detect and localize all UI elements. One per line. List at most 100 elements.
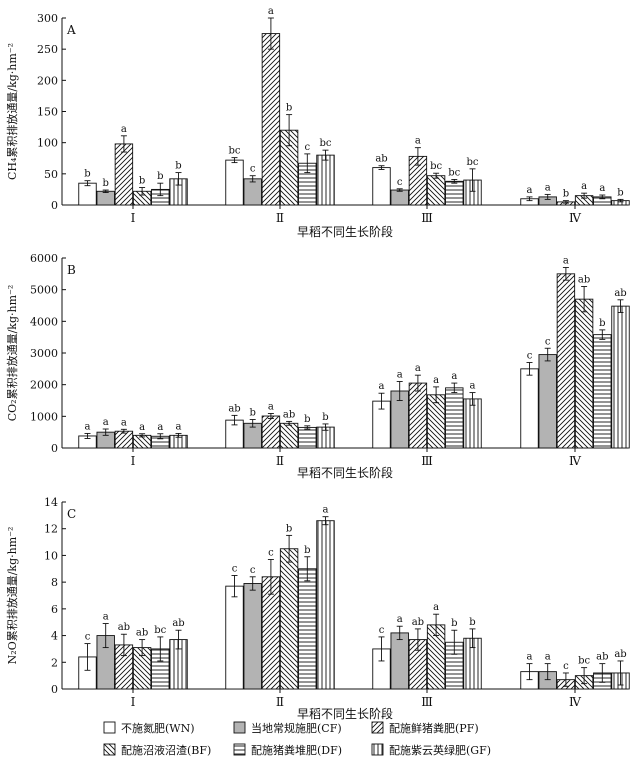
chart-panel-b: 0 1000 2000 3000 4000 5000 6000 B CO₂累积排放通量/kg·h… — [5, 252, 630, 480]
y-tick-label: 0 — [51, 683, 58, 696]
significance-letter: c — [563, 661, 569, 672]
significance-letter: c — [268, 547, 274, 558]
significance-letter: b — [451, 618, 457, 629]
significance-letter: b — [599, 318, 605, 329]
significance-letter: b — [469, 617, 475, 628]
y-tick-label: 50 — [44, 168, 58, 181]
bar — [390, 189, 409, 206]
category-label: Ⅳ — [569, 695, 582, 709]
bar — [372, 167, 391, 206]
y-tick-label: 200 — [37, 74, 58, 87]
panel-letter: C — [67, 507, 76, 521]
significance-letter: a — [323, 505, 329, 516]
significance-letter: a — [103, 417, 109, 428]
significance-letter: a — [379, 381, 385, 392]
significance-letter: a — [527, 185, 533, 196]
significance-letter: a — [103, 612, 109, 623]
bar — [445, 387, 464, 449]
bar — [556, 273, 576, 449]
bar — [243, 178, 262, 206]
chart-panel-c: 0 2 4 6 8 10 12 14 C N₂O累积排放通量/kg·hm⁻² 早稻不同生长阶段 Ⅰc a… — [5, 496, 630, 721]
bar — [463, 398, 482, 449]
category-label: Ⅲ — [421, 211, 433, 225]
significance-letter: a — [268, 401, 274, 412]
legend-swatch — [233, 743, 246, 756]
category-label: Ⅱ — [276, 695, 284, 709]
significance-letter: a — [563, 256, 569, 267]
legend: 不施氮肥(WN) 当地常规施肥(CF) 配施鲜猪粪肥(PF) 配施沼液沼渣(BF) 配施… — [103, 721, 491, 757]
significance-letter: c — [379, 625, 385, 636]
significance-letter: a — [527, 652, 533, 663]
bar — [225, 585, 244, 690]
bar — [520, 368, 539, 449]
significance-letter: b — [304, 414, 310, 425]
bar — [261, 415, 281, 449]
significance-letter: a — [397, 370, 403, 381]
significance-letter: c — [527, 351, 533, 362]
y-tick-label: 0 — [51, 442, 58, 455]
significance-letter: b — [139, 176, 145, 187]
legend-label: 不施氮肥(WN) — [121, 721, 195, 735]
significance-letter: a — [599, 183, 605, 194]
significance-letter: bc — [228, 146, 240, 157]
bar — [279, 422, 299, 449]
significance-letter: ab — [614, 288, 626, 299]
legend-swatch — [103, 721, 116, 734]
significance-letter: ab — [283, 409, 295, 420]
significance-letter: a — [545, 182, 551, 193]
significance-letter: bc — [578, 656, 590, 667]
category-label: Ⅱ — [276, 211, 284, 225]
y-tick-label: 2000 — [30, 379, 58, 392]
significance-letter: a — [121, 124, 127, 135]
bar — [78, 182, 97, 206]
significance-letter: ab — [375, 154, 387, 165]
legend-swatch — [103, 743, 116, 756]
panel-letter: B — [67, 263, 76, 277]
chart-panel-a: 0 50 100 150 200 250 300 A CH₄累积排放通量/kg·hm⁻² 早稻不同… — [5, 6, 630, 239]
y-axis-label: CH₄累积排放通量/kg·hm⁻² — [5, 43, 19, 180]
significance-letter: a — [451, 371, 457, 382]
significance-letter: a — [157, 422, 163, 433]
category-label: Ⅲ — [421, 695, 433, 709]
y-tick-label: 2 — [51, 656, 58, 669]
x-axis-label: 早稻不同生长阶段 — [297, 224, 393, 239]
x-axis-label: 早稻不同生长阶段 — [297, 465, 393, 480]
significance-letter: ab — [118, 622, 130, 633]
category-label: Ⅳ — [569, 211, 582, 225]
bar — [445, 180, 464, 206]
bar — [298, 568, 317, 690]
significance-letter: b — [84, 169, 90, 180]
significance-letter: a — [85, 421, 91, 432]
category-label: Ⅰ — [131, 211, 136, 225]
category-label: Ⅰ — [131, 454, 136, 468]
y-tick-label: 250 — [37, 43, 58, 56]
significance-letter: a — [121, 417, 127, 428]
significance-letter: a — [139, 422, 145, 433]
y-tick-label: 0 — [51, 199, 58, 212]
significance-letter: a — [581, 181, 587, 192]
y-tick-label: 8 — [51, 576, 58, 589]
bar — [243, 583, 262, 690]
significance-letter: bc — [448, 167, 460, 178]
significance-letter: a — [470, 381, 476, 392]
significance-letter: c — [232, 563, 238, 574]
significance-letter: ab — [228, 403, 240, 414]
significance-letter: b — [157, 171, 163, 182]
significance-letter: b — [175, 161, 181, 172]
y-tick-label: 10 — [44, 549, 58, 562]
legend-swatch — [371, 721, 384, 734]
bar — [279, 548, 299, 690]
bar — [114, 143, 134, 206]
significance-letter: ab — [614, 649, 626, 660]
significance-letter: ab — [578, 275, 590, 286]
significance-letter: c — [397, 177, 403, 188]
significance-letter: c — [304, 142, 310, 153]
y-tick-label: 6000 — [30, 252, 58, 265]
significance-letter: a — [433, 375, 439, 386]
y-tick-label: 1000 — [30, 410, 58, 423]
significance-letter: a — [433, 602, 439, 613]
y-tick-label: 150 — [37, 106, 58, 119]
legend-swatch — [371, 743, 384, 756]
y-tick-label: 12 — [44, 523, 58, 536]
significance-letter: bc — [466, 157, 478, 168]
